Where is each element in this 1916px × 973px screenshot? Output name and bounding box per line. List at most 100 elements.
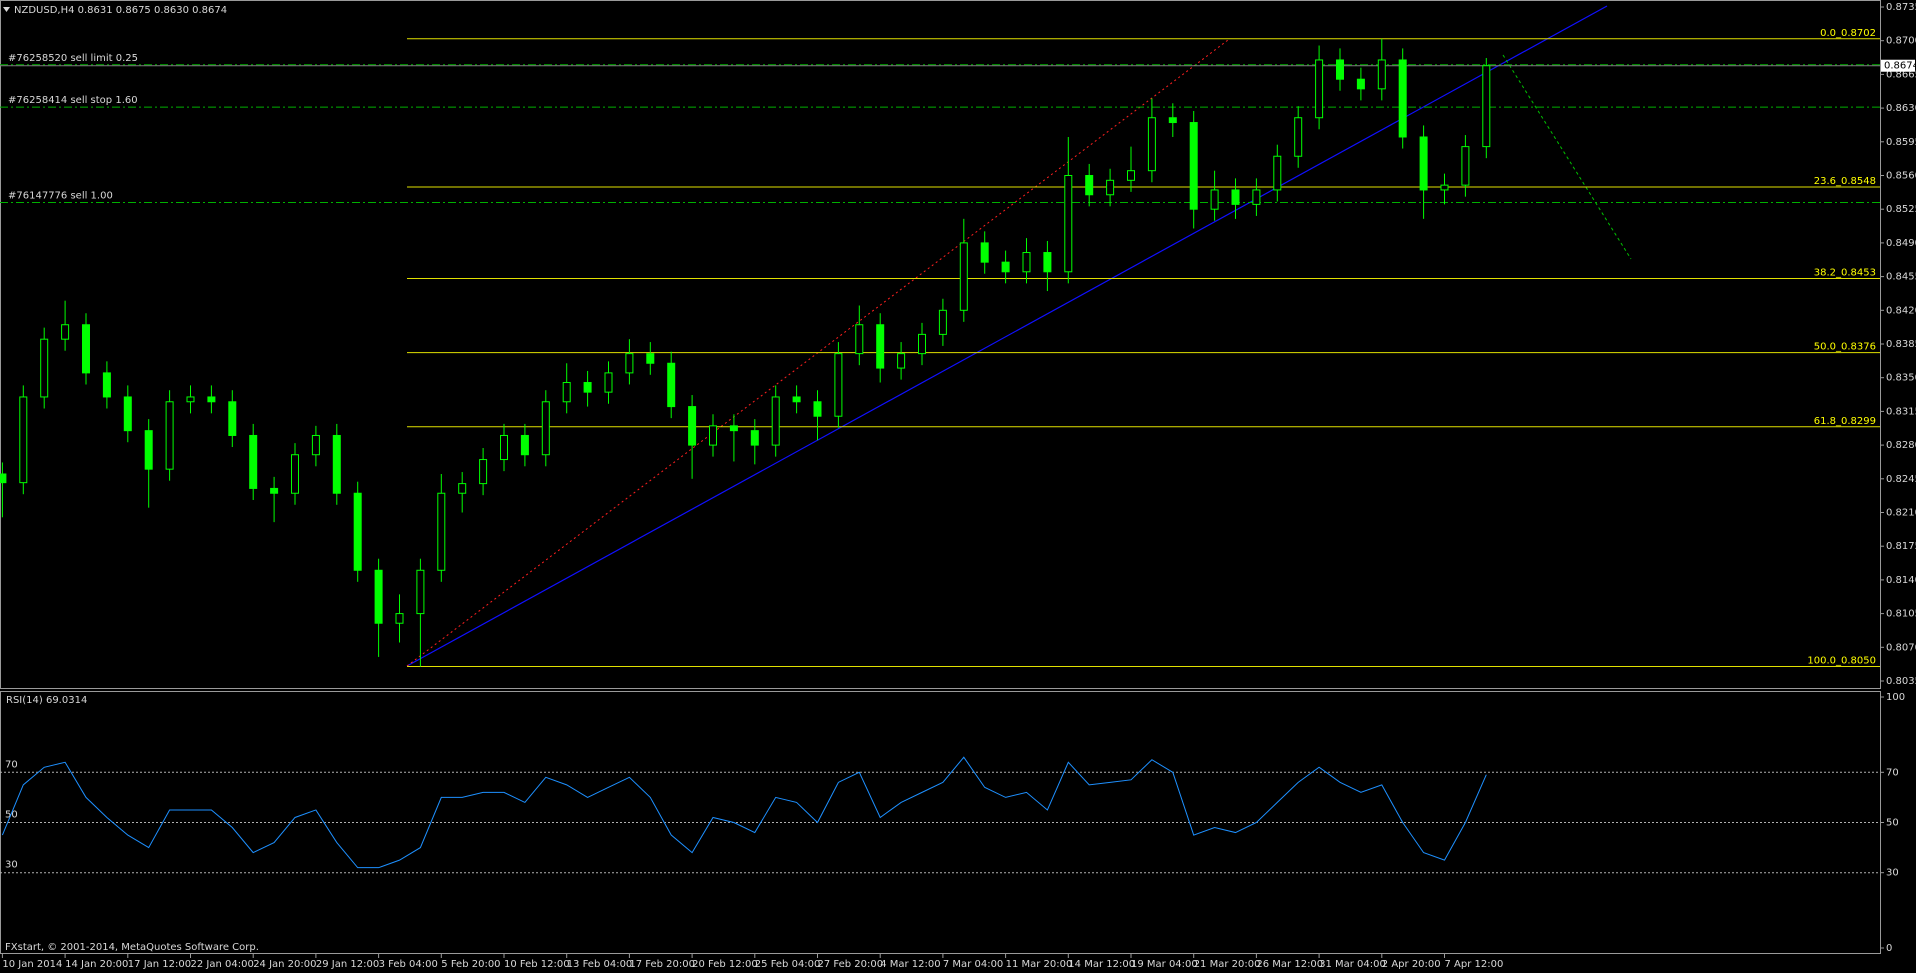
x-tick-label: 25 Feb 04:00	[755, 959, 821, 970]
candle-body	[1461, 146, 1470, 186]
y-tick-label: 0	[1886, 943, 1892, 954]
price-box	[1881, 59, 1915, 72]
candle-body	[918, 333, 926, 355]
x-tick-label: 10 Jan 2014	[2, 959, 62, 970]
x-tick-label: 14 Mar 12:00	[1068, 959, 1135, 970]
candle-body	[82, 324, 90, 374]
candle-body	[1419, 136, 1428, 191]
candle-body	[416, 569, 425, 615]
fib-label: 100.0_0.8050	[1807, 656, 1876, 667]
candle-body	[1231, 189, 1240, 205]
y-tick-label: 50	[1886, 818, 1899, 829]
y-tick-label: 0.8630	[1886, 103, 1916, 114]
x-tick-label: 14 Jan 20:00	[65, 959, 128, 970]
candle-body	[1043, 252, 1052, 273]
fib-label: 50.0_0.8376	[1814, 342, 1876, 353]
y-tick-label: 100	[1886, 692, 1905, 703]
fib-label: 23.6_0.8548	[1814, 176, 1876, 187]
copyright: FXstart, © 2001-2014, MetaQuotes Softwar…	[5, 942, 259, 953]
candle-body	[709, 425, 717, 446]
x-tick-label: 31 Mar 04:00	[1319, 959, 1386, 970]
candle-body	[813, 401, 822, 417]
candle-body	[0, 473, 7, 484]
level-label: 50	[5, 810, 18, 821]
candle-body	[207, 396, 216, 403]
candle-body	[144, 430, 153, 470]
y-tick-label: 0.8595	[1886, 137, 1916, 148]
y-tick-label: 0.8735	[1886, 2, 1916, 13]
candle-body	[249, 434, 258, 489]
x-tick-label: 13 Feb 04:00	[567, 959, 633, 970]
candle-body	[562, 382, 571, 403]
y-tick-label: 0.8245	[1886, 474, 1916, 485]
x-tick-label: 22 Jan 04:00	[191, 959, 254, 970]
candle-body	[291, 454, 299, 494]
x-tick-label: 24 Jan 20:00	[253, 959, 316, 970]
x-tick-label: 10 Feb 12:00	[504, 959, 570, 970]
price-panel	[0, 0, 1881, 689]
candle-body	[332, 434, 341, 494]
x-tick-label: 3 Feb 04:00	[379, 959, 438, 970]
candle-body	[855, 324, 864, 355]
y-tick-label: 0.8455	[1886, 272, 1916, 283]
y-tick-label: 0.8105	[1886, 609, 1916, 620]
candle-body	[1315, 59, 1324, 119]
candle-body	[479, 459, 488, 485]
y-tick-label: 0.8175	[1886, 541, 1916, 552]
candle-body	[876, 324, 885, 369]
candle-body	[583, 382, 592, 393]
candle-body	[1189, 122, 1198, 210]
candle-body	[938, 309, 947, 335]
x-tick-label: 29 Jan 12:00	[316, 959, 379, 970]
candle-body	[165, 401, 174, 470]
level-label: 30	[5, 860, 18, 871]
menu-arrow[interactable]	[3, 7, 10, 12]
order-label: #76258414 sell stop 1.60	[8, 95, 138, 106]
candle-body	[102, 372, 111, 398]
candle-body	[1377, 59, 1386, 90]
candle-body	[186, 396, 195, 403]
candle-body	[458, 483, 467, 494]
fib-label: 61.8_0.8299	[1814, 416, 1876, 427]
candle-body	[520, 434, 529, 456]
candle-body	[541, 401, 550, 456]
candle-body	[1336, 59, 1344, 80]
candle-body	[1085, 175, 1094, 196]
x-tick-label: 20 Feb 12:00	[692, 959, 758, 970]
candle-body	[1482, 65, 1491, 148]
candle-body	[1440, 184, 1449, 191]
candle-body	[688, 406, 697, 446]
x-tick-label: 19 Mar 04:00	[1131, 959, 1198, 970]
current-price: 0.8674	[1884, 61, 1916, 72]
y-tick-label: 0.8385	[1886, 339, 1916, 350]
x-tick-label: 26 Mar 12:00	[1256, 959, 1323, 970]
candle-body	[667, 362, 676, 408]
trend-line[interactable]	[406, 5, 1608, 667]
fib-label: 0.0_0.8702	[1820, 28, 1876, 39]
x-tick-label: 4 Mar 12:00	[880, 959, 940, 970]
candle-body	[1127, 170, 1135, 181]
candle-body	[123, 396, 132, 432]
x-tick-label: 17 Jan 12:00	[128, 959, 191, 970]
candle-body	[353, 492, 362, 571]
candle-body	[750, 430, 759, 446]
candle-body	[1168, 117, 1177, 124]
candle-body	[834, 353, 843, 417]
candle-body	[1106, 179, 1115, 196]
candle-body	[729, 425, 738, 432]
y-tick-label: 0.8525	[1886, 204, 1916, 215]
y-tick-label: 0.8035	[1886, 676, 1916, 687]
candle-body	[625, 353, 634, 374]
level-label: 70	[5, 759, 18, 770]
y-tick-label: 0.8315	[1886, 406, 1916, 417]
projection-line[interactable]	[1502, 54, 1632, 260]
candle-body	[897, 353, 906, 369]
candle-body	[500, 434, 508, 461]
candle-body	[1252, 189, 1261, 205]
